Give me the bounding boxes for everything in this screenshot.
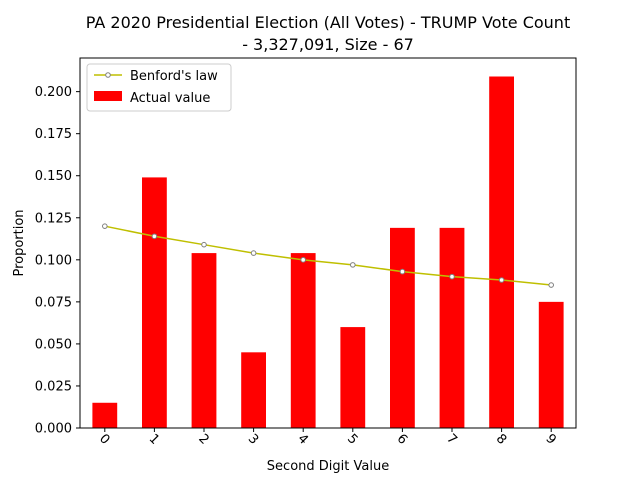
chart-title-line1: PA 2020 Presidential Election (All Votes… [86, 13, 570, 32]
legend: Benford's law Actual value [86, 63, 232, 112]
benford-point-2 [201, 241, 207, 248]
y-tick-label: 0.150 [35, 169, 72, 184]
benford-point-7 [449, 273, 455, 280]
y-tick-label: 0.200 [35, 85, 72, 100]
y-tick-label: 0.050 [35, 337, 72, 352]
y-tick-label: 0.125 [35, 211, 72, 226]
legend-box [86, 63, 232, 112]
y-tick-label: 0.100 [35, 253, 72, 268]
plot-area: 0.000 0.025 0.050 0.075 0.100 0.125 0.150 0.175… [35, 57, 577, 448]
bar-digit-6 [390, 227, 415, 428]
benford-point-0 [102, 223, 108, 229]
bar-digit-0 [92, 402, 118, 428]
y-axis-label: Proportion [12, 209, 27, 276]
benford-line [104, 225, 552, 286]
bar-digit-5 [340, 327, 366, 428]
benford-point-8 [498, 277, 505, 283]
chart-title-line2: - 3,327,091, Size - 67 [242, 35, 414, 54]
y-tick-label: 0.025 [35, 379, 72, 394]
bars-group [92, 76, 564, 428]
x-axis-label: Second Digit Value [267, 459, 389, 474]
legend-benford-label: Benford's law [130, 69, 218, 84]
legend-benford-marker [105, 72, 111, 78]
y-tick-label: 0.075 [35, 295, 72, 310]
legend-actual-value-label: Actual value [130, 91, 210, 106]
bar-digit-2 [191, 253, 217, 428]
benford-point-3 [250, 250, 257, 256]
bar-digit-7 [439, 227, 465, 428]
benford-point-6 [399, 268, 406, 275]
bar-digit-9 [538, 301, 564, 428]
bar-digit-3 [241, 352, 266, 428]
bar-digit-1 [142, 177, 167, 428]
legend-actual-value-swatch [94, 91, 122, 101]
y-tick-label: 0.175 [35, 127, 72, 142]
axes-frame [79, 57, 577, 429]
y-tick-label: 0.000 [35, 422, 72, 437]
benford-point-5 [350, 262, 356, 268]
benford-point-1 [151, 233, 158, 240]
bar-digit-8 [489, 76, 514, 428]
benford-point-9 [548, 282, 555, 288]
bar-digit-4 [290, 253, 316, 428]
benford-point-4 [300, 257, 307, 263]
y-axis: 0.000 0.025 0.050 0.075 0.100 0.125 0.150 0.175… [35, 85, 80, 437]
benford-line-group [102, 223, 555, 288]
